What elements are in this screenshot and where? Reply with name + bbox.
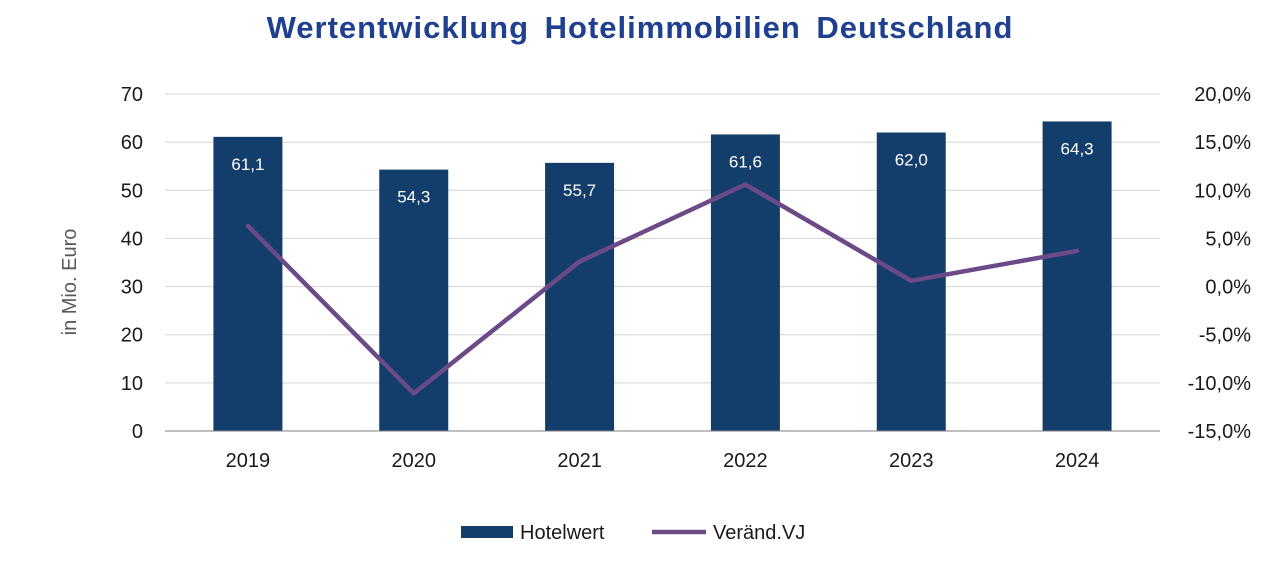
x-tick-label: 2023 (889, 450, 934, 472)
y-tick-label: 70 (121, 84, 143, 106)
bar-value-label: 61,6 (729, 152, 762, 171)
x-tick-label: 2022 (723, 450, 768, 472)
y2-tick-label: -10,0% (1188, 373, 1252, 395)
bar (1042, 121, 1112, 431)
bar-value-label: 55,7 (563, 181, 596, 200)
y-tick-label: 30 (121, 277, 143, 299)
y2-tick-label: 15,0% (1194, 132, 1251, 154)
line-series (245, 182, 1080, 396)
legend-label-hotelwert: Hotelwert (520, 522, 605, 544)
y2-tick-label: -5,0% (1199, 325, 1251, 347)
bar-value-label: 61,1 (231, 155, 264, 174)
legend-swatch-hotelwert (461, 526, 513, 538)
y-tick-label: 40 (121, 228, 143, 250)
y-tick-label: 0 (132, 421, 143, 443)
y-tick-label: 60 (121, 132, 143, 154)
bar (213, 136, 283, 431)
legend-label-veraend: Veränd.VJ (713, 522, 805, 544)
y2-tick-label: 0,0% (1205, 277, 1251, 299)
bar-value-label: 54,3 (397, 188, 430, 207)
y2-tick-label: 20,0% (1194, 84, 1251, 106)
bar-value-label: 64,3 (1061, 139, 1094, 158)
bar (379, 169, 449, 431)
y-tick-label: 50 (121, 180, 143, 202)
bar-value-label: 62,0 (895, 151, 928, 170)
x-tick-label: 2021 (557, 450, 602, 472)
y-tick-label: 20 (121, 325, 143, 347)
x-tick-label: 2020 (392, 450, 437, 472)
y2-tick-label: 10,0% (1194, 180, 1251, 202)
y2-tick-label: 5,0% (1205, 228, 1251, 250)
y2-tick-label: -15,0% (1188, 421, 1252, 443)
bar (710, 134, 780, 431)
x-tick-label: 2024 (1055, 450, 1100, 472)
bar (545, 162, 615, 431)
x-tick-label: 2019 (226, 450, 271, 472)
chart-title: Wertentwicklung Hotelimmobilien Deutschl… (266, 10, 1014, 45)
y-tick-label: 10 (121, 373, 143, 395)
y-axis-title: in Mio. Euro (59, 229, 81, 336)
